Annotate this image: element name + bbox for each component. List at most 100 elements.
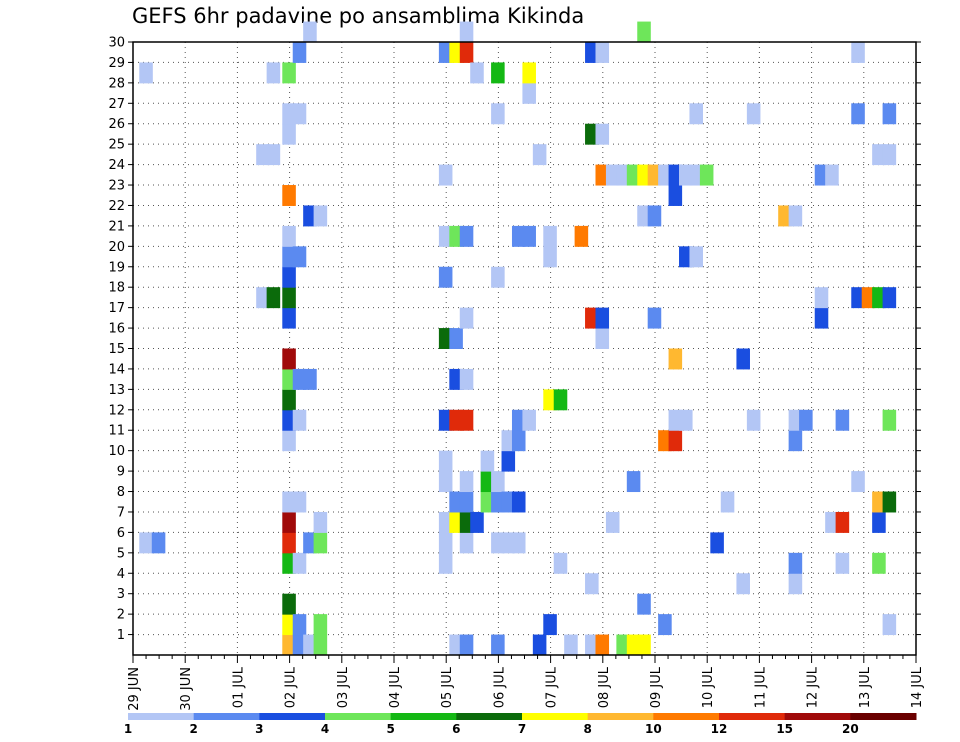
heatmap-cell: [595, 164, 610, 186]
heatmap-cell: [746, 409, 761, 431]
heatmap-cell: [438, 225, 453, 247]
heatmap-cell: [282, 532, 296, 554]
legend-label: 1: [124, 722, 132, 736]
y-tick-label: 26: [108, 117, 125, 132]
heatmap-cell: [626, 634, 641, 656]
heatmap-cell: [511, 409, 526, 431]
heatmap-cell: [605, 511, 620, 533]
y-tick-label: 24: [108, 158, 125, 173]
heatmap-cell: [637, 21, 651, 43]
heatmap-cell: [522, 62, 536, 84]
legend-swatch: [850, 713, 917, 720]
heatmap-cell: [861, 287, 876, 309]
heatmap-cell: [449, 409, 463, 431]
y-tick-label: 16: [108, 322, 125, 337]
heatmap-cell: [522, 82, 536, 104]
y-tick-label: 29: [108, 56, 125, 71]
heatmap-cell: [438, 42, 453, 63]
heatmap-cell: [438, 471, 453, 493]
heatmap-cell: [292, 409, 307, 431]
heatmap-cell: [679, 164, 693, 186]
y-tick-label: 6: [117, 526, 125, 541]
heatmap-cell: [835, 511, 850, 533]
heatmap-cell: [679, 409, 693, 431]
heatmap-cell: [313, 614, 328, 636]
heatmap-cell: [282, 430, 296, 452]
heatmap-cell: [459, 307, 474, 329]
y-tick-label: 17: [108, 301, 125, 316]
heatmap-cell: [459, 42, 474, 63]
heatmap-cell: [282, 614, 296, 636]
heatmap-cell: [438, 532, 453, 554]
heatmap-cell: [501, 532, 516, 554]
heatmap-cell: [511, 532, 526, 554]
heatmap-cell: [595, 42, 610, 63]
heatmap-cell: [585, 123, 599, 145]
y-tick-label: 12: [108, 403, 125, 418]
heatmap-cell: [438, 552, 453, 574]
heatmap-cell: [449, 491, 463, 513]
x-tick-label: 06 JUL: [492, 666, 507, 708]
heatmap-cell: [282, 103, 296, 125]
heatmap-cell: [647, 205, 662, 227]
heatmap-cell: [459, 491, 474, 513]
legend-swatch: [259, 713, 326, 720]
y-tick-label: 30: [108, 36, 125, 51]
heatmap-cell: [851, 471, 865, 493]
y-tick-label: 21: [108, 219, 125, 234]
heatmap-cell: [616, 164, 630, 186]
legend-label: 4: [321, 722, 329, 736]
heatmap-cell: [449, 328, 463, 349]
x-tick-label: 02 JUL: [284, 666, 299, 708]
legend-label: 3: [255, 722, 263, 736]
heatmap-cell: [574, 225, 589, 247]
heatmap-cell: [282, 409, 296, 431]
heatmap-cell: [491, 62, 505, 84]
y-tick-label: 9: [117, 465, 125, 480]
legend-swatch: [456, 713, 523, 720]
heatmap-cell: [522, 225, 536, 247]
legend-label: 2: [189, 722, 197, 736]
heatmap-cell: [626, 471, 641, 493]
x-tick-label: 14 JUL: [910, 666, 925, 708]
heatmap-cell: [282, 266, 296, 288]
heatmap-cell: [266, 144, 281, 166]
heatmap-cell: [788, 430, 803, 452]
heatmap-cell: [256, 144, 270, 166]
heatmap-cell: [459, 471, 474, 493]
heatmap-cell: [668, 430, 683, 452]
y-tick-label: 7: [117, 505, 125, 520]
heatmap-cell: [292, 634, 307, 656]
heatmap-cell: [872, 511, 886, 533]
x-tick-label: 12 JUL: [806, 666, 821, 708]
x-tick-label: 11 JUL: [753, 666, 768, 708]
heatmap-cell: [543, 614, 557, 636]
heatmap-cell: [605, 164, 620, 186]
y-tick-label: 10: [108, 444, 125, 459]
heatmap-cell: [491, 266, 505, 288]
heatmap-cell: [882, 287, 897, 309]
heatmap-cell: [814, 287, 829, 309]
heatmap-cell: [668, 164, 683, 186]
heatmap-cell: [491, 491, 505, 513]
heatmap-cell: [699, 164, 714, 186]
y-tick-label: 2: [117, 608, 125, 623]
heatmap-cell: [788, 573, 803, 595]
heatmap-cell: [637, 634, 651, 656]
heatmap-cell: [668, 409, 683, 431]
heatmap-cell: [438, 328, 453, 349]
heatmap-cell: [668, 185, 683, 206]
heatmap-cell: [438, 511, 453, 533]
heatmap-cell: [720, 491, 735, 513]
heatmap-cell: [835, 409, 850, 431]
heatmap-cell: [543, 225, 557, 247]
x-tick-label: 09 JUL: [649, 666, 664, 708]
heatmap-cell: [303, 21, 317, 43]
heatmap-cell: [438, 409, 453, 431]
heatmap-cell: [282, 287, 296, 309]
heatmap-cell: [825, 164, 839, 186]
heatmap-cell: [313, 634, 328, 656]
x-tick-label: 04 JUL: [388, 666, 403, 708]
heatmap-cell: [139, 532, 153, 554]
y-tick-label: 1: [117, 628, 125, 643]
